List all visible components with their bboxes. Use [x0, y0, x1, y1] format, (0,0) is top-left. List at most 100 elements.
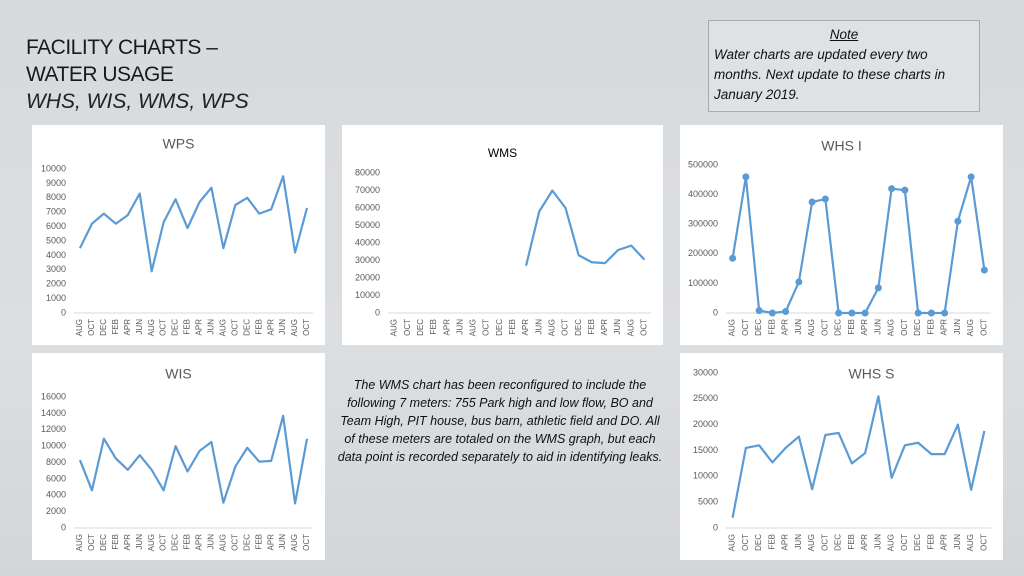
- x-tick-label: DEC: [242, 534, 251, 551]
- description: The WMS chart has been reconfigured to i…: [337, 378, 663, 464]
- y-tick-label: 70000: [355, 185, 380, 195]
- x-tick-label: DEC: [99, 319, 108, 336]
- x-tick-label: AUG: [807, 534, 816, 551]
- x-tick-label: DEC: [754, 319, 763, 336]
- x-tick-label: FEB: [767, 534, 776, 550]
- data-point: [967, 173, 975, 181]
- y-tick-label: 10000: [41, 163, 66, 173]
- x-tick-label: OCT: [302, 319, 311, 336]
- x-tick-label: OCT: [900, 319, 909, 336]
- y-tick-label: 2000: [46, 506, 66, 516]
- x-tick-label: APR: [123, 534, 132, 551]
- title-line: WATER USAGE: [26, 63, 174, 86]
- data-point: [821, 195, 829, 203]
- y-tick-label: 14000: [41, 408, 66, 418]
- x-tick-label: FEB: [847, 319, 856, 335]
- y-tick-label: 0: [713, 307, 718, 317]
- x-tick-label: OCT: [741, 319, 750, 336]
- x-tick-label: AUG: [75, 319, 84, 336]
- y-tick-label: 10000: [693, 471, 718, 481]
- x-tick-label: OCT: [979, 319, 988, 336]
- data-point: [941, 309, 949, 317]
- chart-panel: WHS S 0 5000 10000 15000 20000 25000 30000 AUG OC…: [680, 353, 1003, 560]
- chart-title: WHS I: [821, 138, 861, 154]
- data-point: [927, 309, 935, 317]
- x-tick-label: DEC: [416, 319, 425, 336]
- x-tick-label: JUN: [278, 534, 287, 550]
- x-tick-label: JUN: [613, 319, 622, 335]
- x-tick-label: FEB: [767, 319, 776, 335]
- x-tick-label: OCT: [820, 534, 829, 551]
- x-tick-label: DEC: [834, 319, 843, 336]
- data-line: [78, 175, 309, 273]
- data-point: [782, 308, 790, 316]
- y-tick-label: 0: [713, 522, 718, 532]
- x-tick-label: APR: [195, 534, 204, 551]
- y-tick-label: 25000: [693, 393, 718, 403]
- x-tick-label: JUN: [207, 319, 216, 335]
- data-point: [954, 217, 962, 225]
- x-tick-label: FEB: [587, 319, 596, 335]
- x-tick-label: FEB: [183, 534, 192, 550]
- note-box: Note Water charts are updated every two …: [708, 20, 980, 112]
- y-tick-label: 1000: [46, 293, 66, 303]
- y-tick-label: 8000: [46, 457, 66, 467]
- x-tick-label: OCT: [230, 534, 239, 551]
- x-tick-label: JUN: [278, 319, 287, 335]
- x-tick-label: OCT: [561, 319, 570, 336]
- x-tick-label: OCT: [230, 319, 239, 336]
- x-tick-label: OCT: [302, 534, 311, 551]
- data-point: [768, 309, 776, 317]
- y-tick-label: 7000: [46, 207, 66, 217]
- data-point: [861, 309, 869, 317]
- x-tick-label: JUN: [953, 534, 962, 550]
- data-point: [901, 186, 909, 194]
- x-tick-label: AUG: [218, 319, 227, 336]
- data-point: [835, 309, 843, 317]
- x-tick-label: DEC: [754, 534, 763, 551]
- x-tick-label: DEC: [171, 534, 180, 551]
- data-point: [729, 254, 737, 262]
- x-tick-label: DEC: [171, 319, 180, 336]
- y-tick-label: 10000: [355, 290, 380, 300]
- x-tick-label: DEC: [913, 534, 922, 551]
- x-tick-label: APR: [195, 319, 204, 336]
- x-tick-label: OCT: [159, 319, 168, 336]
- y-tick-label: 20000: [355, 272, 380, 282]
- x-tick-label: APR: [266, 319, 275, 336]
- x-tick-label: FEB: [926, 319, 935, 335]
- x-tick-label: OCT: [87, 319, 96, 336]
- x-tick-label: APR: [442, 319, 451, 336]
- x-tick-label: FEB: [111, 534, 120, 550]
- x-tick-label: APR: [781, 534, 790, 551]
- y-tick-label: 200000: [688, 248, 718, 258]
- x-tick-label: APR: [521, 319, 530, 336]
- chart-title: WIS: [165, 366, 191, 382]
- x-tick-label: OCT: [159, 534, 168, 551]
- y-tick-label: 20000: [693, 419, 718, 429]
- y-tick-label: 300000: [688, 219, 718, 229]
- x-tick-label: FEB: [111, 319, 120, 335]
- x-tick-label: AUG: [469, 319, 478, 336]
- y-tick-label: 80000: [355, 167, 380, 177]
- x-tick-label: AUG: [887, 319, 896, 336]
- data-point: [795, 278, 803, 286]
- y-tick-label: 4000: [46, 490, 66, 500]
- x-tick-label: JUN: [207, 534, 216, 550]
- x-tick-label: JUN: [794, 319, 803, 335]
- x-tick-label: FEB: [508, 319, 517, 335]
- x-tick-label: AUG: [966, 319, 975, 336]
- data-line: [525, 189, 646, 267]
- y-tick-label: 60000: [355, 202, 380, 212]
- x-tick-label: FEB: [183, 319, 192, 335]
- data-line: [78, 414, 309, 505]
- x-tick-label: APR: [600, 319, 609, 336]
- y-tick-label: 500000: [688, 159, 718, 169]
- y-tick-label: 40000: [355, 237, 380, 247]
- x-tick-label: APR: [940, 319, 949, 336]
- data-point: [742, 173, 750, 181]
- data-point: [848, 309, 856, 317]
- y-tick-label: 6000: [46, 473, 66, 483]
- x-tick-label: FEB: [926, 534, 935, 550]
- y-tick-label: 15000: [693, 445, 718, 455]
